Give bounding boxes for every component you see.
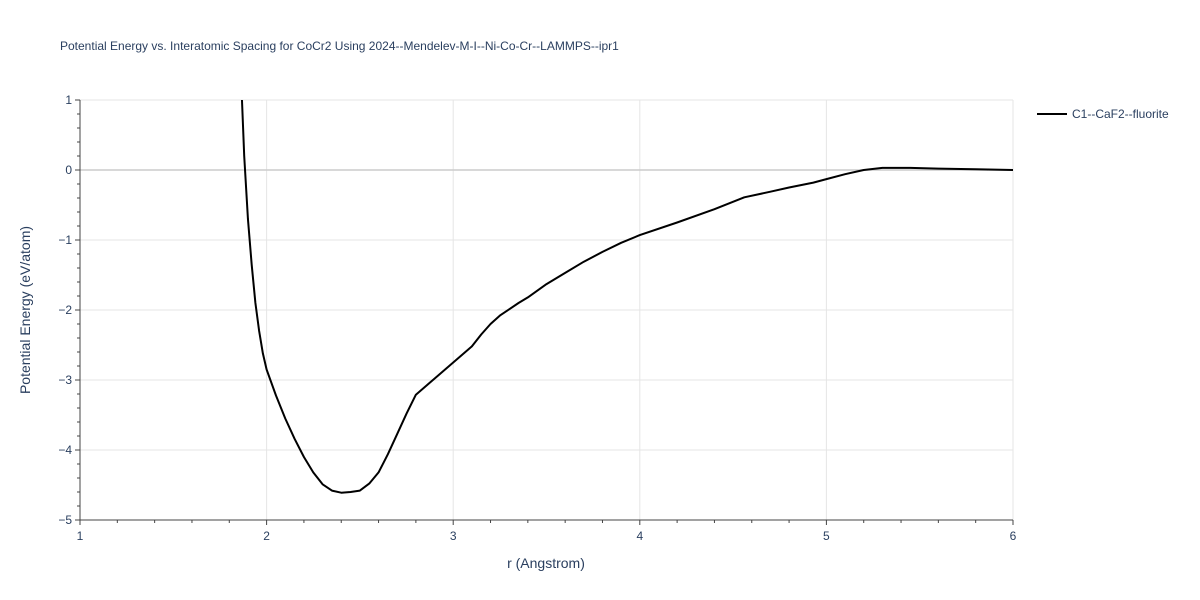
x-tick-label: 3	[450, 529, 457, 543]
y-tick-label: −5	[58, 513, 72, 527]
x-tick-label: 1	[77, 529, 84, 543]
y-tick-label: −2	[58, 303, 72, 317]
x-axis-title: r (Angstrom)	[507, 555, 585, 571]
y-tick-label: −1	[58, 233, 72, 247]
grid	[80, 99, 1014, 520]
y-tick-label: −4	[58, 443, 72, 457]
x-tick-label: 6	[1010, 529, 1017, 543]
x-tick-label: 5	[823, 529, 830, 543]
series-line-0[interactable]	[240, 99, 1013, 494]
y-tick-label: 0	[65, 163, 72, 177]
legend-label[interactable]: C1--CaF2--fluorite	[1072, 107, 1169, 121]
axes: 1 2 3 4 5 6 1 0 −1 −2 −3 −4 −5	[58, 93, 1016, 543]
x-tick-label: 4	[636, 529, 643, 543]
y-axis-title: Potential Energy (eV/atom)	[17, 226, 33, 394]
y-tick-label: −3	[58, 373, 72, 387]
series-layer	[240, 99, 1013, 494]
x-tick-label: 2	[263, 529, 270, 543]
y-tick-label: 1	[65, 93, 72, 107]
chart-title: Potential Energy vs. Interatomic Spacing…	[60, 39, 619, 53]
legend[interactable]: C1--CaF2--fluorite	[1037, 107, 1169, 121]
